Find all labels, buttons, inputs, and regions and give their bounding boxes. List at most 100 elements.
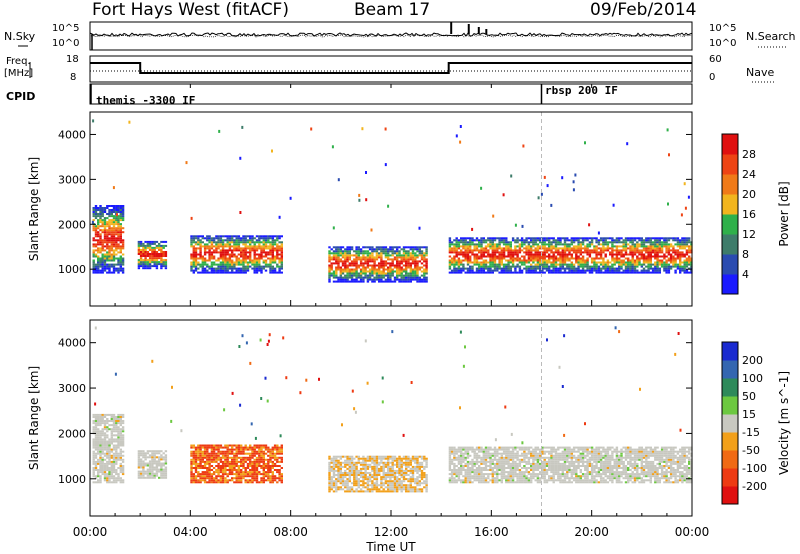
colorbar-cell	[722, 396, 738, 415]
colorbar-tick-label: 24	[742, 168, 756, 181]
freq-left-tick-bottom: 8	[70, 72, 77, 83]
echo-speck	[267, 339, 270, 343]
echo-speck	[510, 174, 513, 178]
colorbar-cell	[722, 254, 738, 275]
echo-speck	[667, 202, 669, 206]
echo-speck	[572, 180, 575, 184]
freq-panel	[29, 55, 776, 83]
colorbar-tick-label: 8	[742, 248, 749, 261]
echo-speck	[543, 175, 546, 179]
colorbar-label: Power [dB]	[777, 181, 791, 246]
colorbar-cell	[722, 360, 738, 379]
echo-speck	[514, 223, 517, 227]
echo-speck	[337, 178, 340, 182]
x-tick-label: 16:00	[474, 525, 509, 539]
colorbar-cell	[722, 234, 738, 255]
x-tick-label: 00:00	[73, 525, 108, 539]
echo-speck	[353, 407, 356, 411]
noise-left-tick-bottom: 10^0	[52, 38, 80, 49]
echo-region-0	[92, 205, 125, 274]
echo-speck	[171, 385, 173, 389]
echo-speck	[285, 376, 288, 380]
echo-speck	[459, 406, 461, 410]
beam-title: Beam 17	[354, 0, 431, 20]
echo-speck	[679, 428, 682, 432]
echo-speck	[370, 228, 373, 232]
echo-speck	[238, 345, 241, 348]
echo-speck	[558, 365, 561, 369]
echo-speck	[245, 341, 248, 345]
colorbar-tick-label: -200	[742, 480, 767, 493]
freq-right-tick-top: 60	[709, 54, 722, 65]
echo-speck	[521, 224, 524, 228]
echo-region-2	[190, 444, 283, 484]
colorbar-cell	[722, 154, 738, 175]
echo-speck	[241, 125, 244, 129]
echo-speck	[91, 220, 94, 224]
echo-speck	[546, 184, 549, 188]
y-tick-label: 1000	[58, 263, 86, 276]
echo-speck	[170, 419, 173, 423]
echo-speck	[550, 203, 553, 207]
echo-speck	[282, 336, 285, 340]
echo-speck	[92, 119, 95, 123]
noise-panel	[18, 21, 788, 51]
echo-region-3	[328, 455, 428, 493]
colorbar-cell	[722, 342, 738, 361]
echo-speck	[584, 422, 586, 426]
noise-right-tick-bottom: 10^0	[709, 38, 737, 49]
echo-speck	[684, 206, 687, 210]
echo-speck	[387, 204, 390, 208]
echo-speck	[614, 326, 617, 330]
echo-speck	[180, 429, 183, 433]
freq-frame	[89, 55, 693, 83]
echo-speck	[492, 214, 495, 218]
echo-speck	[279, 434, 282, 438]
echo-speck	[455, 134, 458, 138]
cpid-segment-2: rbsp 200 IF	[545, 84, 618, 97]
echo-speck	[231, 391, 234, 395]
x-tick-label: 04:00	[173, 525, 208, 539]
freq-right-tick-bottom: 0	[709, 72, 716, 83]
echo-speck	[680, 213, 683, 217]
echo-speck	[351, 389, 354, 393]
colorbar-label: Velocity [m s^-1]	[777, 371, 791, 475]
echo-speck	[254, 436, 257, 440]
colorbar-cell	[722, 414, 738, 433]
echo-speck	[358, 193, 361, 197]
echo-speck	[218, 129, 221, 133]
y-axis-label: Slant Range [km]	[27, 157, 41, 261]
freq-right-label: Nave	[746, 66, 775, 79]
colorbar-tick-label: 15	[742, 408, 756, 421]
power-panel: 1000 2000 3000 4000 Slant Range [km] 4 8 12 16 20…	[27, 111, 791, 307]
echo-speck	[612, 203, 615, 207]
y-tick-label: 2000	[58, 427, 86, 440]
echo-speck	[249, 361, 252, 365]
colorbar-cell	[722, 378, 738, 397]
y-tick-label: 3000	[58, 173, 86, 186]
echo-speck	[480, 186, 483, 190]
echo-speck	[687, 195, 690, 199]
echo-speck	[381, 400, 384, 404]
echo-speck	[459, 125, 462, 128]
echo-speck	[510, 432, 513, 436]
echo-speck	[410, 381, 413, 384]
y-tick-label: 2000	[58, 218, 86, 231]
echo-speck	[666, 128, 669, 132]
echo-region-4	[448, 237, 693, 274]
noise-sky-line	[89, 32, 693, 37]
freq-left-label-1: Freq.	[6, 56, 31, 67]
echo-speck	[464, 345, 466, 349]
colorbar-cell	[722, 194, 738, 215]
echo-speck	[588, 223, 591, 227]
echo-speck	[677, 332, 680, 335]
colorbar-cell	[722, 174, 738, 195]
echo-speck	[241, 334, 244, 338]
echo-speck	[546, 338, 548, 342]
x-tick-label: 00:00	[675, 525, 710, 539]
echo-speck	[563, 433, 566, 437]
echo-speck	[618, 330, 621, 334]
echo-speck	[94, 326, 97, 330]
echo-speck	[259, 338, 262, 342]
y-axis-label: Slant Range [km]	[27, 366, 41, 470]
